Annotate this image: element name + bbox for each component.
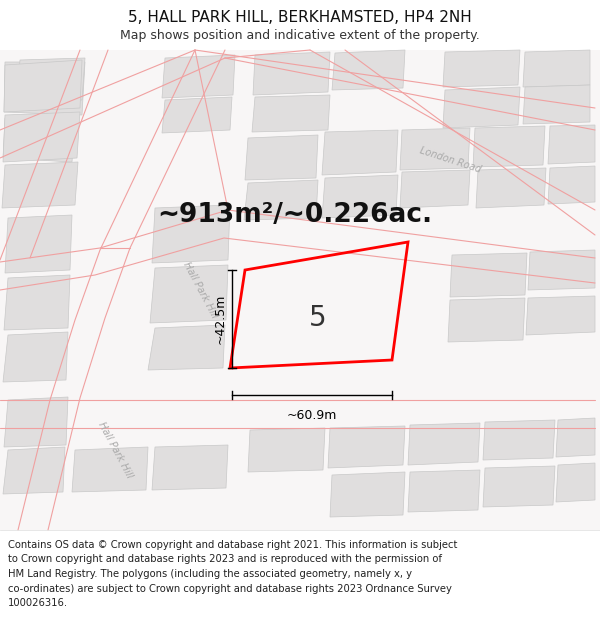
Polygon shape <box>408 470 480 512</box>
Polygon shape <box>322 175 398 218</box>
Polygon shape <box>548 125 595 164</box>
Text: Hall Park Hill: Hall Park Hill <box>96 420 134 480</box>
Polygon shape <box>408 423 480 465</box>
Text: 5: 5 <box>309 304 327 332</box>
Polygon shape <box>244 180 318 220</box>
Polygon shape <box>150 265 228 323</box>
Polygon shape <box>483 420 555 460</box>
Text: to Crown copyright and database rights 2023 and is reproduced with the permissio: to Crown copyright and database rights 2… <box>8 554 442 564</box>
Polygon shape <box>4 397 68 447</box>
Polygon shape <box>548 166 595 204</box>
Text: ~42.5m: ~42.5m <box>214 294 227 344</box>
Text: ~913m²/~0.226ac.: ~913m²/~0.226ac. <box>157 202 433 228</box>
Polygon shape <box>3 447 65 494</box>
Polygon shape <box>245 135 318 180</box>
Polygon shape <box>448 298 525 342</box>
Polygon shape <box>523 85 590 124</box>
Polygon shape <box>523 50 590 87</box>
Text: London Road: London Road <box>418 146 482 174</box>
Polygon shape <box>476 168 546 208</box>
Polygon shape <box>0 50 600 530</box>
Polygon shape <box>248 428 325 472</box>
Polygon shape <box>72 447 148 492</box>
Polygon shape <box>526 296 595 335</box>
Polygon shape <box>332 50 405 90</box>
Polygon shape <box>152 205 230 263</box>
Polygon shape <box>483 466 555 507</box>
Polygon shape <box>253 52 330 95</box>
Polygon shape <box>3 332 68 382</box>
Polygon shape <box>322 130 398 175</box>
Polygon shape <box>328 426 405 468</box>
Text: HM Land Registry. The polygons (including the associated geometry, namely x, y: HM Land Registry. The polygons (includin… <box>8 569 412 579</box>
Polygon shape <box>152 445 228 490</box>
Polygon shape <box>162 55 235 98</box>
Polygon shape <box>4 275 70 330</box>
Text: Map shows position and indicative extent of the property.: Map shows position and indicative extent… <box>120 29 480 42</box>
Polygon shape <box>443 50 520 87</box>
Polygon shape <box>556 418 595 457</box>
Polygon shape <box>3 112 80 162</box>
Text: ~60.9m: ~60.9m <box>287 409 337 422</box>
Polygon shape <box>473 126 545 167</box>
Polygon shape <box>4 60 82 112</box>
Polygon shape <box>252 95 330 132</box>
Polygon shape <box>5 215 72 273</box>
Polygon shape <box>400 128 470 170</box>
Polygon shape <box>443 87 520 128</box>
Text: Contains OS data © Crown copyright and database right 2021. This information is : Contains OS data © Crown copyright and d… <box>8 540 457 550</box>
Text: 5, HALL PARK HILL, BERKHAMSTED, HP4 2NH: 5, HALL PARK HILL, BERKHAMSTED, HP4 2NH <box>128 9 472 24</box>
Polygon shape <box>148 325 225 370</box>
Polygon shape <box>17 58 85 100</box>
Text: co-ordinates) are subject to Crown copyright and database rights 2023 Ordnance S: co-ordinates) are subject to Crown copyr… <box>8 584 452 594</box>
Polygon shape <box>450 253 527 297</box>
Polygon shape <box>400 170 470 208</box>
Polygon shape <box>3 118 75 162</box>
Polygon shape <box>162 97 232 133</box>
Polygon shape <box>528 250 595 290</box>
Polygon shape <box>4 62 85 115</box>
Text: Hall Park Hill: Hall Park Hill <box>181 260 219 320</box>
Text: 100026316.: 100026316. <box>8 598 68 608</box>
Polygon shape <box>2 162 78 208</box>
Polygon shape <box>330 472 405 517</box>
Polygon shape <box>556 463 595 502</box>
